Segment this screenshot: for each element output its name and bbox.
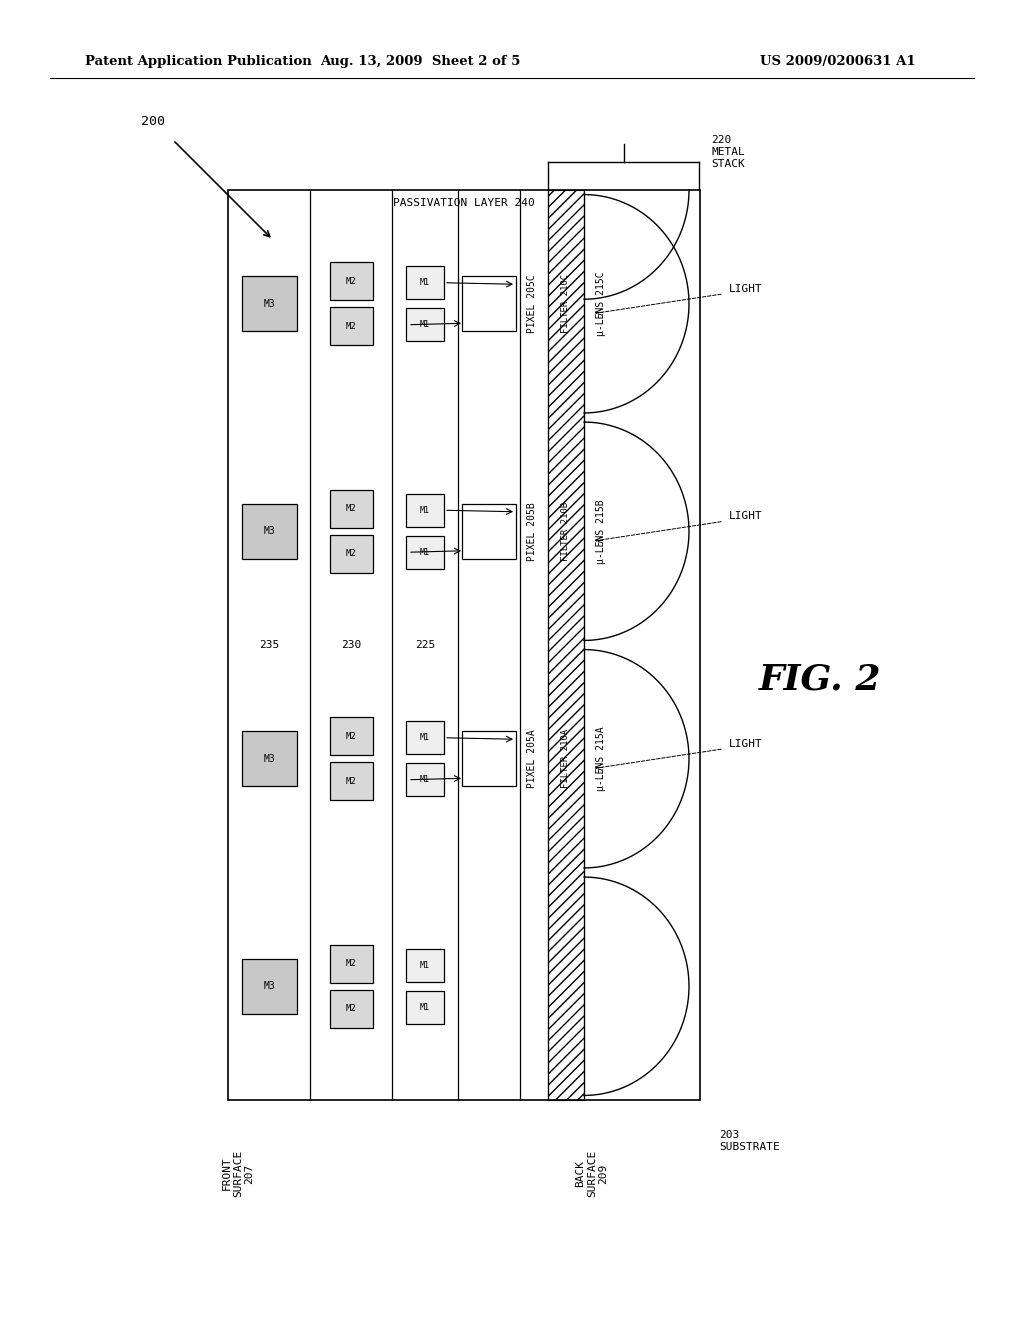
Text: FRONT
SURFACE
207: FRONT SURFACE 207 — [221, 1150, 255, 1197]
Text: PIXEL 205C: PIXEL 205C — [527, 275, 537, 333]
Text: 230: 230 — [341, 640, 361, 649]
Text: M2: M2 — [346, 504, 356, 513]
Text: M2: M2 — [346, 277, 356, 285]
Text: M1: M1 — [420, 548, 430, 557]
Text: M2: M2 — [346, 776, 356, 785]
Text: M3: M3 — [263, 981, 274, 991]
Bar — [228, 190, 700, 1100]
Text: M1: M1 — [420, 775, 430, 784]
Bar — [330, 945, 373, 983]
Text: μ-LENS 215A: μ-LENS 215A — [596, 726, 606, 791]
Bar — [242, 276, 297, 331]
Text: M1: M1 — [420, 961, 430, 970]
Text: FILTER 210C: FILTER 210C — [561, 275, 570, 334]
Text: LIGHT: LIGHT — [729, 739, 763, 748]
Text: PIXEL 205A: PIXEL 205A — [527, 730, 537, 788]
Bar — [242, 504, 297, 558]
Text: M1: M1 — [420, 506, 430, 515]
Text: 225: 225 — [415, 640, 435, 649]
Bar — [330, 762, 373, 800]
Bar — [548, 190, 584, 1100]
Bar — [406, 309, 444, 342]
Text: M3: M3 — [263, 754, 274, 764]
Bar — [462, 731, 516, 787]
Text: μ-LENS 215C: μ-LENS 215C — [596, 272, 606, 337]
Bar — [406, 494, 444, 527]
Bar — [330, 490, 373, 528]
Bar — [462, 276, 516, 331]
Text: μ-LENS 215B: μ-LENS 215B — [596, 499, 606, 564]
Text: FILTER 210B: FILTER 210B — [561, 502, 570, 561]
Bar — [330, 308, 373, 346]
Bar — [406, 536, 444, 569]
Bar — [242, 731, 297, 787]
Text: US 2009/0200631 A1: US 2009/0200631 A1 — [760, 55, 915, 69]
Text: 200: 200 — [141, 115, 165, 128]
Bar — [406, 721, 444, 754]
Bar — [462, 504, 516, 558]
Bar — [406, 763, 444, 796]
Bar — [330, 717, 373, 755]
Bar — [242, 958, 297, 1014]
Text: M3: M3 — [263, 527, 274, 536]
Bar — [406, 949, 444, 982]
Bar — [406, 991, 444, 1024]
Bar — [406, 267, 444, 300]
Text: M1: M1 — [420, 321, 430, 329]
Text: FIG. 2: FIG. 2 — [759, 663, 882, 697]
Text: Patent Application Publication: Patent Application Publication — [85, 55, 311, 69]
Bar — [330, 263, 373, 300]
Text: M2: M2 — [346, 1005, 356, 1014]
Text: PIXEL 205B: PIXEL 205B — [527, 502, 537, 561]
Text: PASSIVATION LAYER 240: PASSIVATION LAYER 240 — [393, 198, 535, 209]
Text: M2: M2 — [346, 960, 356, 969]
Text: M1: M1 — [420, 733, 430, 742]
Text: M1: M1 — [420, 1003, 430, 1011]
Text: M3: M3 — [263, 298, 274, 309]
Text: M2: M2 — [346, 549, 356, 558]
Text: LIGHT: LIGHT — [729, 511, 763, 521]
Bar — [330, 535, 373, 573]
Text: LIGHT: LIGHT — [729, 284, 763, 294]
Text: 235: 235 — [259, 640, 280, 649]
Text: M2: M2 — [346, 322, 356, 331]
Text: Aug. 13, 2009  Sheet 2 of 5: Aug. 13, 2009 Sheet 2 of 5 — [319, 55, 520, 69]
Text: M1: M1 — [420, 279, 430, 288]
Text: BACK
SURFACE
209: BACK SURFACE 209 — [575, 1150, 608, 1197]
Bar — [330, 990, 373, 1028]
Text: 203
SUBSTRATE: 203 SUBSTRATE — [719, 1130, 779, 1151]
Text: FILTER 210A: FILTER 210A — [561, 729, 570, 788]
Text: 220
METAL
STACK: 220 METAL STACK — [711, 136, 744, 169]
Text: M2: M2 — [346, 731, 356, 741]
